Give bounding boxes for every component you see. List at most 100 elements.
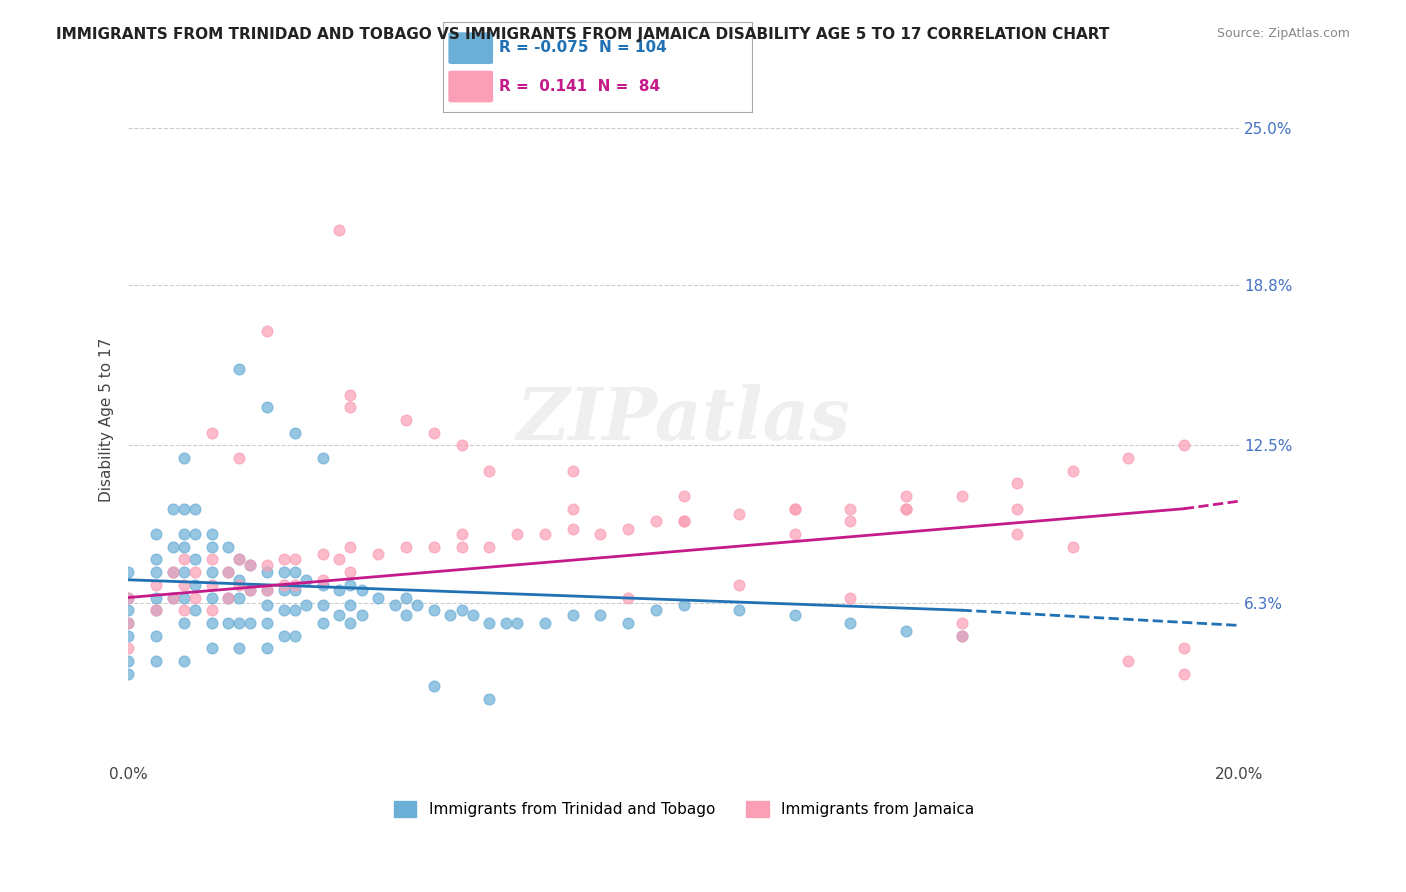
Point (200, 615, 222, 630)
Point (950, 629, 973, 643)
Point (184, 591, 207, 605)
Point (350, 582, 373, 597)
Point (839, 515, 862, 529)
Point (395, 540, 418, 554)
Point (645, 515, 668, 529)
Point (561, 501, 583, 516)
Point (339, 565, 361, 579)
Point (117, 615, 139, 630)
Point (173, 615, 195, 630)
Point (561, 522, 583, 536)
Point (672, 489, 695, 503)
Point (173, 591, 195, 605)
Point (217, 591, 239, 605)
Point (284, 582, 307, 597)
Point (217, 565, 239, 579)
Point (284, 578, 307, 592)
Text: IMMIGRANTS FROM TRINIDAD AND TOBAGO VS IMMIGRANTS FROM JAMAICA DISABILITY AGE 5 : IMMIGRANTS FROM TRINIDAD AND TOBAGO VS I… (56, 27, 1109, 42)
Point (145, 591, 167, 605)
Point (200, 527, 222, 541)
Point (450, 540, 472, 554)
Point (495, 615, 517, 630)
Point (312, 548, 335, 562)
Point (894, 501, 917, 516)
Point (228, 552, 250, 566)
Point (145, 565, 167, 579)
Point (184, 501, 207, 516)
Point (672, 598, 695, 612)
Point (589, 527, 612, 541)
Point (950, 489, 973, 503)
Point (506, 527, 529, 541)
Point (228, 573, 250, 587)
Point (423, 603, 446, 617)
FancyBboxPatch shape (449, 33, 492, 63)
Point (295, 573, 318, 587)
Point (339, 598, 361, 612)
Point (312, 598, 335, 612)
Point (117, 666, 139, 681)
Point (461, 608, 484, 623)
Point (284, 552, 307, 566)
Point (173, 578, 195, 592)
Point (478, 692, 501, 706)
Text: Source: ZipAtlas.com: Source: ZipAtlas.com (1216, 27, 1350, 40)
Point (395, 413, 418, 427)
Point (228, 362, 250, 376)
Point (617, 615, 640, 630)
Point (256, 641, 278, 656)
Point (1116, 450, 1139, 465)
Point (173, 565, 195, 579)
Point (839, 615, 862, 630)
Point (783, 608, 806, 623)
Point (1062, 464, 1084, 478)
Point (239, 558, 262, 572)
Point (117, 603, 139, 617)
Point (328, 582, 350, 597)
Point (217, 565, 239, 579)
Point (217, 540, 239, 554)
Point (256, 401, 278, 415)
Point (162, 591, 184, 605)
Point (328, 552, 350, 566)
Point (256, 582, 278, 597)
Point (273, 629, 295, 643)
Point (728, 578, 751, 592)
Point (117, 641, 139, 656)
Point (217, 591, 239, 605)
Point (145, 654, 167, 668)
Point (200, 552, 222, 566)
Point (145, 527, 167, 541)
Point (162, 591, 184, 605)
Point (1005, 501, 1028, 516)
Point (200, 578, 222, 592)
Point (645, 603, 668, 617)
Point (367, 591, 389, 605)
Point (339, 615, 361, 630)
Point (617, 591, 640, 605)
Point (117, 654, 139, 668)
Point (367, 548, 389, 562)
Point (162, 540, 184, 554)
Point (200, 425, 222, 440)
Point (894, 624, 917, 638)
Point (256, 598, 278, 612)
Point (328, 222, 350, 236)
Point (284, 629, 307, 643)
Point (145, 578, 167, 592)
Point (228, 578, 250, 592)
Point (273, 603, 295, 617)
Point (350, 608, 373, 623)
Point (117, 591, 139, 605)
Point (173, 552, 195, 566)
Legend: Immigrants from Trinidad and Tobago, Immigrants from Jamaica: Immigrants from Trinidad and Tobago, Imm… (388, 795, 980, 823)
Point (200, 641, 222, 656)
Point (950, 629, 973, 643)
Point (239, 615, 262, 630)
Point (200, 565, 222, 579)
Point (406, 598, 429, 612)
Point (478, 615, 501, 630)
Point (950, 615, 973, 630)
Point (162, 565, 184, 579)
Point (1005, 476, 1028, 491)
